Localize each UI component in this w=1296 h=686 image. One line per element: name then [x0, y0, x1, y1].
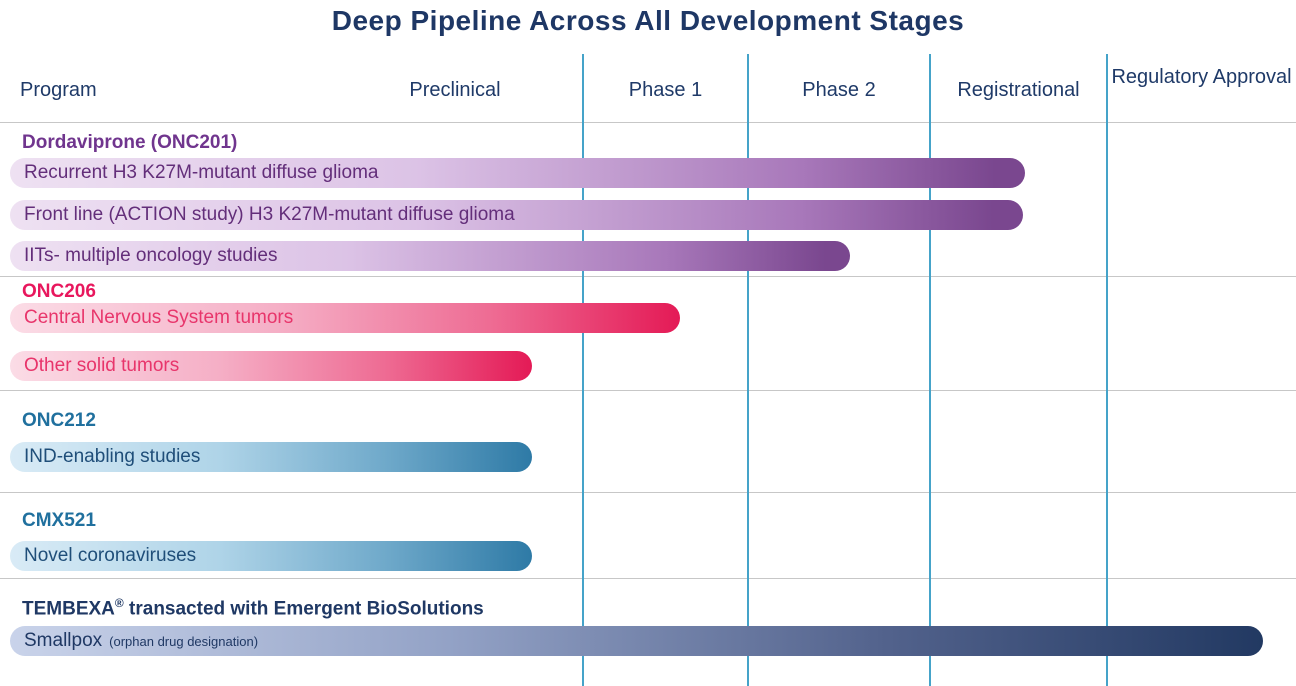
column-header-registrational: Registrational	[957, 79, 1080, 101]
stage-divider-line	[929, 54, 931, 686]
registered-trademark-symbol: ®	[114, 596, 124, 610]
section-header-onc212: ONC212	[22, 410, 96, 431]
pipeline-bar-smallpox: Smallpox (orphan drug designation)	[10, 626, 1263, 656]
pipeline-bar-frontline-glioma: Front line (ACTION study) H3 K27M-mutant…	[10, 200, 1023, 230]
pipeline-bar-cns-tumors: Central Nervous System tumors	[10, 303, 680, 333]
tembexa-brand: TEMBEXA	[22, 598, 115, 620]
row-separator	[0, 276, 1296, 277]
stage-divider-line	[582, 54, 584, 686]
section-header-onc206: ONC206	[22, 281, 96, 302]
bar-label: Central Nervous System tumors	[24, 307, 294, 328]
pipeline-bar-iits-oncology: IITs- multiple oncology studies	[10, 241, 850, 271]
bar-label: Other solid tumors	[24, 355, 180, 376]
bar-label-note: (orphan drug designation)	[109, 634, 259, 649]
column-header-phase2: Phase 2	[802, 79, 876, 101]
pipeline-bar-other-solid-tumors: Other solid tumors	[10, 351, 532, 381]
stage-divider-line	[747, 54, 749, 686]
bar-label: Recurrent H3 K27M-mutant diffuse glioma	[24, 162, 379, 183]
bar-label: IITs- multiple oncology studies	[24, 245, 278, 266]
row-separator	[0, 390, 1296, 391]
column-header-preclinical: Preclinical	[409, 79, 501, 101]
row-separator	[0, 492, 1296, 493]
stage-divider-line	[1106, 54, 1108, 686]
slide-title: Deep Pipeline Across All Development Sta…	[331, 5, 965, 36]
section-header-cmx521: CMX521	[22, 510, 96, 531]
section-header-tembexa: TEMBEXA® transacted with Emergent BioSol…	[22, 596, 484, 620]
tembexa-header-rest: transacted with Emergent BioSolutions	[123, 598, 484, 620]
section-header-dordaviprone: Dordaviprone (ONC201)	[22, 132, 238, 153]
bar-label: Front line (ACTION study) H3 K27M-mutant…	[24, 204, 515, 225]
row-separator	[0, 122, 1296, 123]
row-separator	[0, 578, 1296, 579]
column-header-regulatory-approval: Regulatory Approval	[1111, 66, 1292, 88]
bar-label: IND-enabling studies	[24, 446, 201, 467]
pipeline-bar-novel-coronaviruses: Novel coronaviruses	[10, 541, 532, 571]
bar-label: Smallpox	[24, 630, 103, 651]
pipeline-bar-recurrent-glioma: Recurrent H3 K27M-mutant diffuse glioma	[10, 158, 1025, 188]
pipeline-bar-ind-enabling: IND-enabling studies	[10, 442, 532, 472]
column-header-phase1: Phase 1	[628, 79, 703, 101]
column-header-program: Program	[20, 79, 97, 101]
bar-label: Novel coronaviruses	[24, 545, 197, 566]
